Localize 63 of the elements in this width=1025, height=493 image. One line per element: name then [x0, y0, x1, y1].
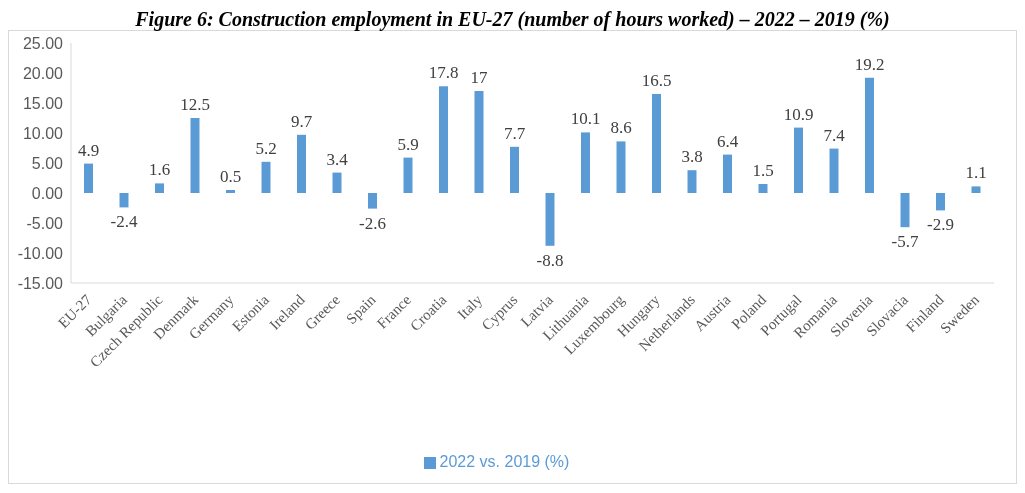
- y-tick-label: 20.00: [22, 64, 64, 82]
- data-label: 12.5: [180, 95, 210, 114]
- data-label: 9.7: [290, 111, 313, 131]
- data-label: 7.7: [503, 123, 526, 143]
- bar: [829, 148, 839, 193]
- data-label: -2.9: [927, 215, 954, 235]
- data-label: 1.5: [752, 161, 774, 180]
- bar: [226, 190, 235, 193]
- bar: [616, 141, 626, 193]
- bar: [190, 118, 200, 193]
- bar: [119, 193, 129, 208]
- data-label: -2.6: [359, 213, 386, 233]
- data-label: 4.9: [77, 140, 100, 160]
- y-tick-label: 0.00: [31, 184, 64, 202]
- legend-label: 2022 vs. 2019 (%): [439, 453, 570, 470]
- y-tick-label: 10.00: [22, 124, 64, 142]
- bar: [971, 186, 981, 193]
- data-label: 5.9: [397, 134, 419, 154]
- bar: [723, 154, 732, 193]
- data-label: 1.1: [965, 163, 987, 183]
- bar: [155, 183, 164, 193]
- data-label: 1.6: [148, 160, 171, 180]
- bar: [332, 172, 342, 193]
- data-label: 0.5: [219, 167, 242, 186]
- data-label: 17: [470, 68, 488, 87]
- bar: [900, 193, 910, 228]
- bar: [368, 193, 377, 209]
- y-tick-label: -15.00: [17, 274, 64, 292]
- bar: [936, 193, 945, 211]
- bar: [581, 132, 590, 193]
- y-tick-label: -10.00: [17, 244, 64, 262]
- data-label: 5.2: [255, 138, 277, 158]
- bar: [439, 86, 448, 193]
- data-label: 8.6: [610, 118, 632, 138]
- bar: [297, 134, 306, 193]
- data-label: 10.9: [783, 104, 814, 124]
- chart-title: Figure 6: Construction employment in EU-27 (number of hours worked) – 2022 – 2019 (%): [134, 8, 891, 30]
- bar: [865, 77, 874, 193]
- bar: [652, 94, 661, 193]
- data-label: -5.7: [891, 232, 919, 252]
- y-tick-label: -5.00: [26, 214, 64, 232]
- bar: [794, 127, 803, 193]
- data-label: 7.4: [823, 125, 846, 145]
- bar: [758, 184, 768, 193]
- data-label: -8.8: [536, 250, 564, 270]
- data-label: 6.4: [716, 131, 739, 151]
- data-label: 19.2: [854, 54, 885, 74]
- data-label: 3.4: [326, 149, 349, 169]
- bar: [545, 193, 555, 246]
- bar: [261, 161, 271, 193]
- data-label: 3.8: [681, 147, 703, 167]
- bar: [84, 163, 93, 193]
- data-label: 10.1: [570, 109, 601, 129]
- y-tick-label: 25.00: [22, 34, 64, 52]
- bar: [403, 157, 413, 193]
- bar: [687, 170, 697, 193]
- y-tick-label: 15.00: [22, 94, 64, 112]
- bar: [474, 91, 484, 193]
- bar: [510, 146, 519, 193]
- data-label: -2.4: [110, 212, 138, 232]
- data-label: 16.5: [641, 71, 672, 90]
- y-tick-label: 5.00: [31, 154, 64, 172]
- data-label: 17.8: [428, 63, 459, 83]
